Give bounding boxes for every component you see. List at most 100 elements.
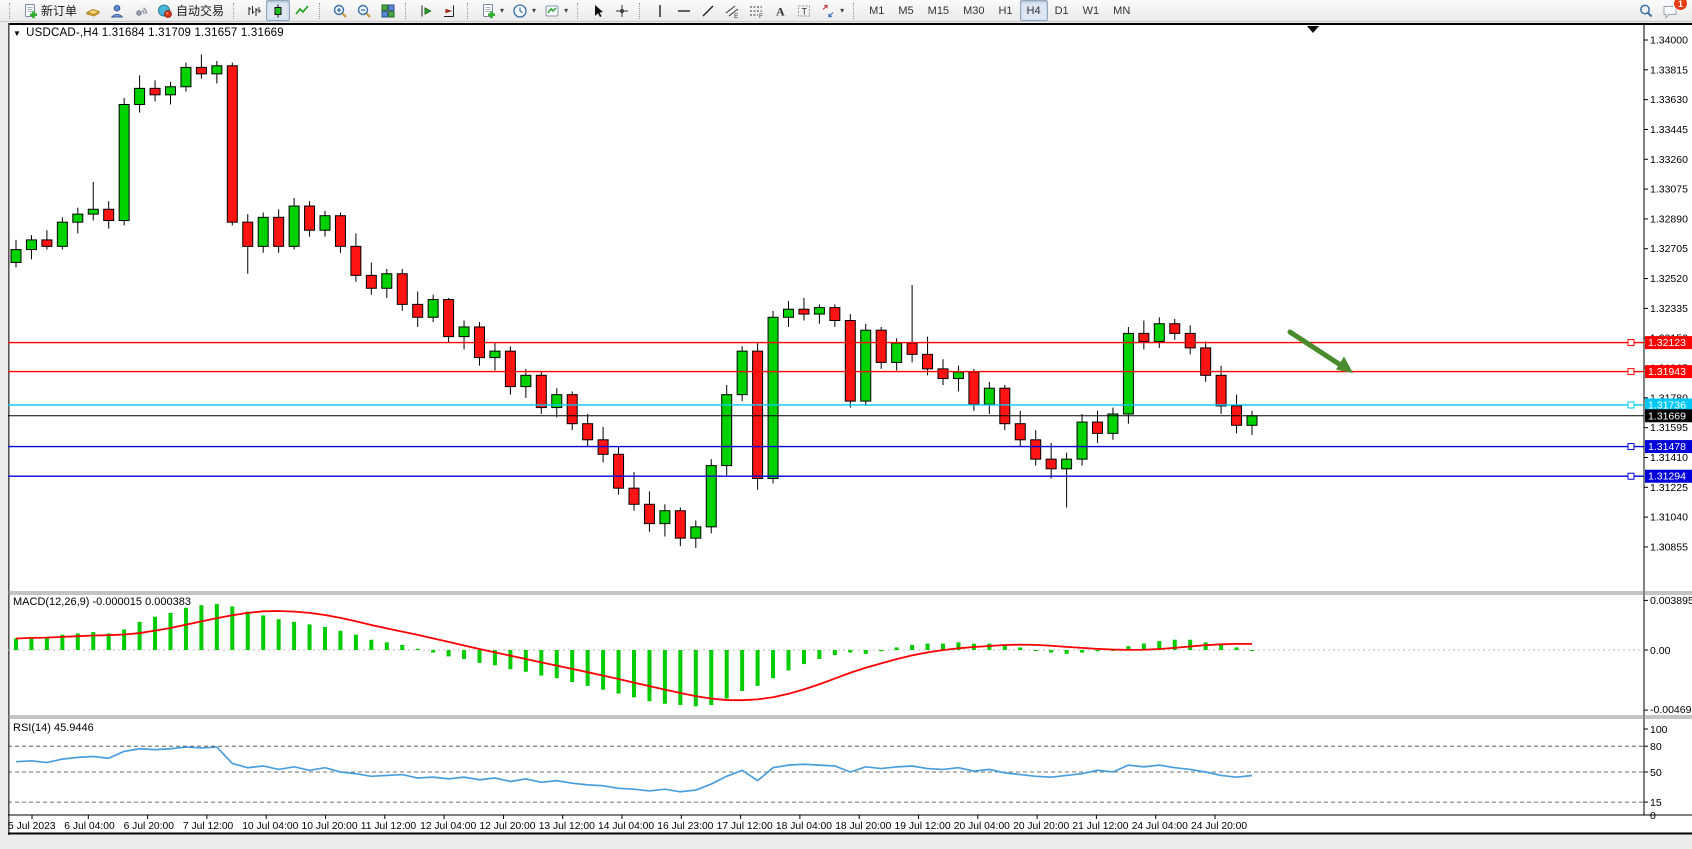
linechart-glyph xyxy=(295,4,309,14)
new-chart-button[interactable]: ▾ xyxy=(476,0,508,21)
svg-text:15: 15 xyxy=(1650,797,1662,809)
signals-button[interactable] xyxy=(129,0,153,21)
svg-text:T: T xyxy=(802,6,808,16)
zoomin-glyph xyxy=(333,4,347,18)
svg-text:E: E xyxy=(734,13,739,19)
collapse-ohlc-icon[interactable]: ▼ xyxy=(13,29,22,38)
timeframe-M1[interactable]: M1 xyxy=(869,4,885,17)
auto-scroll-button[interactable] xyxy=(438,0,462,21)
timeframe-M30[interactable]: M30 xyxy=(963,4,985,17)
candle-glyph xyxy=(274,4,282,17)
arrows-glyph xyxy=(822,4,834,17)
svg-text:6 Jul 04:00: 6 Jul 04:00 xyxy=(64,821,115,832)
fibonacci-button[interactable]: F xyxy=(744,0,768,21)
tile-windows-button[interactable] xyxy=(376,0,400,21)
svg-text:1.31669: 1.31669 xyxy=(1648,410,1686,422)
bar-chart-button[interactable] xyxy=(242,0,266,21)
timeframe-M15[interactable]: M15 xyxy=(927,4,950,17)
notifications-button[interactable]: 1 xyxy=(1658,0,1688,21)
autotrading-button-label: 自动交易 xyxy=(176,4,225,18)
svg-text:1.33075: 1.33075 xyxy=(1650,184,1688,196)
svg-text:0: 0 xyxy=(1650,810,1656,822)
svg-text:1.33445: 1.33445 xyxy=(1650,124,1688,136)
dropdown-arrow-icon: ▾ xyxy=(500,6,505,15)
svg-text:6 Jul 20:00: 6 Jul 20:00 xyxy=(124,821,175,832)
current-price-label xyxy=(1645,409,1692,423)
textA-glyph: A xyxy=(776,4,785,18)
horizontal-line-button[interactable] xyxy=(672,0,696,21)
dropdown-arrow-icon: ▾ xyxy=(564,6,569,15)
svg-text:1.30855: 1.30855 xyxy=(1650,541,1688,553)
trendline-button[interactable] xyxy=(696,0,720,21)
svg-text:11 Jul 12:00: 11 Jul 12:00 xyxy=(361,821,417,832)
chart-canvas[interactable]: 1.34000 1.33815 1.33630 1.33445 1.33260 1.330… xyxy=(8,23,1692,835)
hline-price-label xyxy=(1645,336,1692,350)
vline-glyph xyxy=(659,4,661,17)
arrows-button[interactable]: ▾ xyxy=(816,0,848,21)
toolbar-separator xyxy=(639,2,643,19)
svg-text:1.31943: 1.31943 xyxy=(1648,366,1686,378)
svg-text:10 Jul 04:00: 10 Jul 04:00 xyxy=(242,821,298,832)
tile-glyph xyxy=(381,4,395,18)
text-button[interactable]: A xyxy=(768,0,792,21)
crosshair-button[interactable] xyxy=(610,0,634,21)
timeframe-W1[interactable]: W1 xyxy=(1082,4,1100,17)
svg-text:1.31410: 1.31410 xyxy=(1650,452,1688,464)
chart-window[interactable]: ▼ USDCAD-,H4 1.31684 1.31709 1.31657 1.31… xyxy=(8,23,1692,835)
market-watch-button[interactable] xyxy=(81,0,105,21)
chart-title: ▼ USDCAD-,H4 1.31684 1.31709 1.31657 1.31… xyxy=(13,27,284,39)
person-glyph xyxy=(110,4,124,17)
cursor-button[interactable] xyxy=(586,0,610,21)
toolbar-separator xyxy=(233,2,237,19)
zoomout-glyph xyxy=(357,4,371,18)
svg-text:A: A xyxy=(776,4,785,18)
arrow-annotation[interactable] xyxy=(1287,329,1353,373)
template-glyph xyxy=(545,5,559,16)
equidistant-channel-button[interactable]: E xyxy=(720,0,744,21)
hline-handle xyxy=(1627,368,1635,376)
new-order-button[interactable]: 新订单 xyxy=(18,0,81,21)
auto-glyph xyxy=(158,4,172,18)
svg-text:100: 100 xyxy=(1650,724,1668,736)
chart-shift-marker-icon xyxy=(1307,26,1319,33)
timeframe-H4[interactable]: H4 xyxy=(1019,0,1048,21)
svg-text:1.32705: 1.32705 xyxy=(1650,243,1688,255)
svg-text:1.32335: 1.32335 xyxy=(1650,303,1688,315)
timeframe-D1[interactable]: D1 xyxy=(1054,4,1069,17)
navigator-button[interactable] xyxy=(105,0,129,21)
line-chart-button[interactable] xyxy=(290,0,314,21)
vertical-line-button[interactable] xyxy=(648,0,672,21)
timeframe-M5[interactable]: M5 xyxy=(898,4,914,17)
notification-badge: 1 xyxy=(1673,0,1688,11)
hline-price-label xyxy=(1645,398,1692,412)
autotrading-button[interactable]: 自动交易 xyxy=(153,0,228,21)
text-label-button[interactable]: T xyxy=(792,0,816,21)
search-glyph xyxy=(1640,4,1653,17)
svg-text:14 Jul 04:00: 14 Jul 04:00 xyxy=(598,821,654,832)
search-button[interactable] xyxy=(1634,0,1658,21)
doc-plus-glyph xyxy=(483,3,496,18)
chart-shift-button[interactable] xyxy=(414,0,438,21)
toolbar-separator xyxy=(9,2,13,19)
svg-text:1.31225: 1.31225 xyxy=(1650,482,1688,494)
svg-text:13 Jul 12:00: 13 Jul 12:00 xyxy=(539,821,595,832)
zoom-out-button[interactable] xyxy=(352,0,376,21)
svg-text:10 Jul 20:00: 10 Jul 20:00 xyxy=(302,821,358,832)
time-axis: 5 Jul 2023 6 Jul 04:00 6 Jul 20:00 7 Jul 12… xyxy=(8,815,1247,832)
svg-text:1.31040: 1.31040 xyxy=(1650,512,1688,524)
candle-chart-button[interactable] xyxy=(266,0,291,21)
svg-text:0.00: 0.00 xyxy=(1650,645,1671,657)
svg-text:18 Jul 20:00: 18 Jul 20:00 xyxy=(835,821,891,832)
bars-glyph xyxy=(248,5,262,16)
profiles-button[interactable]: ▾ xyxy=(508,0,540,21)
toolbar-separator xyxy=(405,2,409,19)
zoom-in-button[interactable] xyxy=(328,0,352,21)
templates-button[interactable]: ▾ xyxy=(540,0,572,21)
macd-signal-line xyxy=(15,610,1252,702)
hline-price-label xyxy=(1645,440,1692,454)
svg-text:-0.004699: -0.004699 xyxy=(1650,704,1692,716)
channel-glyph: E xyxy=(725,5,739,19)
timeframe-MN[interactable]: MN xyxy=(1113,4,1131,17)
timeframe-H1[interactable]: H1 xyxy=(998,4,1013,17)
svg-text:18 Jul 04:00: 18 Jul 04:00 xyxy=(776,821,832,832)
